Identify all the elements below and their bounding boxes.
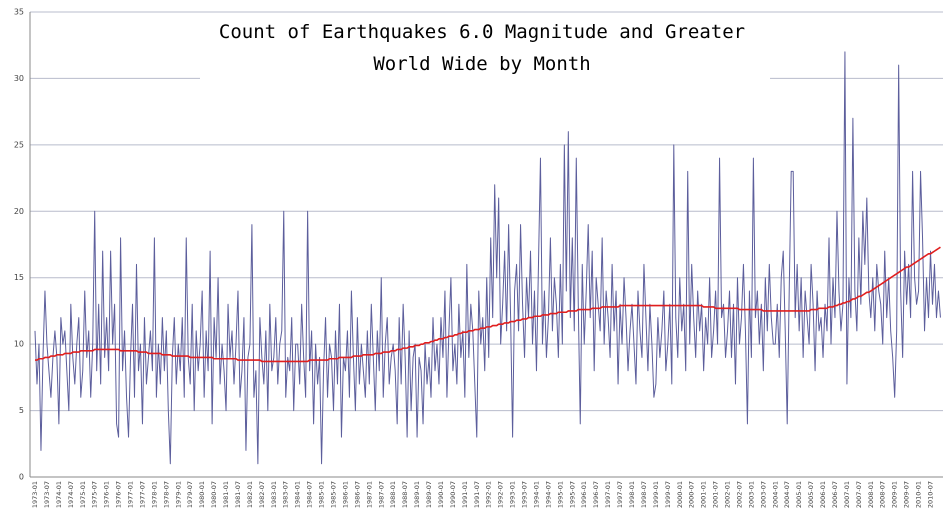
x-tick-label: 1981-07 [234, 481, 242, 508]
x-tick-label: 1975-07 [91, 481, 99, 508]
x-tick-label: 2005-01 [795, 481, 803, 508]
x-tick-label: 2010-01 [915, 481, 923, 508]
x-tick-label: 1990-07 [449, 481, 457, 508]
y-tick-label: 0 [19, 473, 24, 482]
x-tick-label: 1992-01 [485, 481, 493, 508]
x-tick-label: 1974-07 [67, 481, 75, 508]
y-tick-label: 10 [14, 340, 24, 349]
x-tick-label: 1988-07 [401, 481, 409, 508]
x-tick-label: 1993-07 [521, 481, 529, 508]
x-tick-label: 2004-01 [771, 481, 779, 508]
x-tick-label: 1976-01 [103, 481, 111, 508]
y-tick-label: 35 [14, 8, 24, 17]
x-tick-label: 1973-01 [31, 481, 39, 508]
y-tick-label: 15 [14, 273, 24, 282]
x-tick-label: 1996-01 [580, 481, 588, 508]
x-tick-label: 1978-01 [150, 481, 158, 508]
x-tick-label: 1998-07 [640, 481, 648, 508]
data-line [34, 51, 941, 465]
x-tick-label: 1982-07 [258, 481, 266, 508]
chart-title: World Wide by Month [373, 53, 590, 75]
y-tick-label: 30 [14, 74, 24, 83]
x-tick-label: 1995-07 [568, 481, 576, 508]
y-tick-label: 20 [14, 207, 24, 216]
x-tick-label: 1985-01 [318, 481, 326, 508]
x-tick-label: 1986-01 [341, 481, 349, 508]
x-tick-label: 2007-01 [843, 481, 851, 508]
x-tick-label: 2009-01 [891, 481, 899, 508]
x-tick-label: 1994-07 [544, 481, 552, 508]
y-tick-label: 25 [14, 140, 24, 149]
x-tick-label: 2002-07 [735, 481, 743, 508]
x-tick-label: 1999-07 [664, 481, 672, 508]
x-tick-label: 1995-01 [556, 481, 564, 508]
x-tick-label: 1986-07 [353, 481, 361, 508]
x-tick-label: 1985-07 [330, 481, 338, 508]
x-tick-label: 1987-07 [377, 481, 385, 508]
x-tick-label: 1983-07 [282, 481, 290, 508]
x-tick-label: 1992-07 [497, 481, 505, 508]
x-tick-label: 1990-01 [437, 481, 445, 508]
x-tick-label: 1975-01 [79, 481, 87, 508]
x-tick-label: 2002-01 [724, 481, 732, 508]
x-tick-label: 1973-07 [43, 481, 51, 508]
x-tick-label: 1993-01 [509, 481, 517, 508]
x-tick-label: 1980-07 [210, 481, 218, 508]
x-tick-label: 2005-07 [807, 481, 815, 508]
title-background [200, 14, 770, 80]
x-tick-label: 2008-07 [879, 481, 887, 508]
x-tick-label: 1984-01 [294, 481, 302, 508]
x-tick-label: 2000-01 [676, 481, 684, 508]
x-tick-label: 2006-01 [819, 481, 827, 508]
x-tick-label: 1974-01 [55, 481, 63, 508]
x-tick-label: 1979-01 [174, 481, 182, 508]
x-tick-label: 2008-01 [867, 481, 875, 508]
x-tick-label: 1977-07 [138, 481, 146, 508]
x-tick-label: 2003-01 [747, 481, 755, 508]
x-tick-label: 2007-07 [855, 481, 863, 508]
x-tick-label: 1977-01 [127, 481, 135, 508]
x-tick-label: 1996-07 [592, 481, 600, 508]
x-tick-label: 2009-07 [903, 481, 911, 508]
x-tick-label: 2010-07 [927, 481, 935, 508]
x-tick-label: 2001-07 [712, 481, 720, 508]
x-tick-label: 1987-01 [365, 481, 373, 508]
x-tick-label: 1979-07 [186, 481, 194, 508]
x-tick-label: 1999-01 [652, 481, 660, 508]
x-tick-label: 2004-07 [783, 481, 791, 508]
y-tick-label: 5 [19, 406, 24, 415]
x-tick-label: 1998-01 [628, 481, 636, 508]
tick-labels: 0 5 10 15 20 25 30 35 1973-01 1973-07 1974-01 1974-… [14, 8, 935, 509]
x-tick-label: 1997-07 [616, 481, 624, 508]
x-tick-label: 2001-01 [700, 481, 708, 508]
x-tick-label: 1989-07 [425, 481, 433, 508]
x-tick-label: 1994-01 [532, 481, 540, 508]
x-tick-label: 1991-01 [461, 481, 469, 508]
x-tick-label: 2006-07 [831, 481, 839, 508]
plot-lines [34, 51, 941, 465]
chart-title: Count of Earthquakes 6.0 Magnitude and G… [219, 21, 745, 43]
x-tick-label: 1982-01 [246, 481, 254, 508]
trend-line [35, 246, 941, 363]
x-tick-label: 1997-01 [604, 481, 612, 508]
x-tick-label: 2000-07 [688, 481, 696, 508]
x-tick-label: 1984-07 [306, 481, 314, 508]
x-tick-label: 1991-07 [473, 481, 481, 508]
x-tick-label: 1983-01 [270, 481, 278, 508]
x-tick-label: 1978-07 [162, 481, 170, 508]
x-tick-label: 1989-01 [413, 481, 421, 508]
x-tick-label: 1981-01 [222, 481, 230, 508]
x-tick-label: 1988-01 [389, 481, 397, 508]
x-tick-label: 1980-01 [198, 481, 206, 508]
x-tick-label: 1976-07 [115, 481, 123, 508]
x-tick-label: 2003-07 [759, 481, 767, 508]
